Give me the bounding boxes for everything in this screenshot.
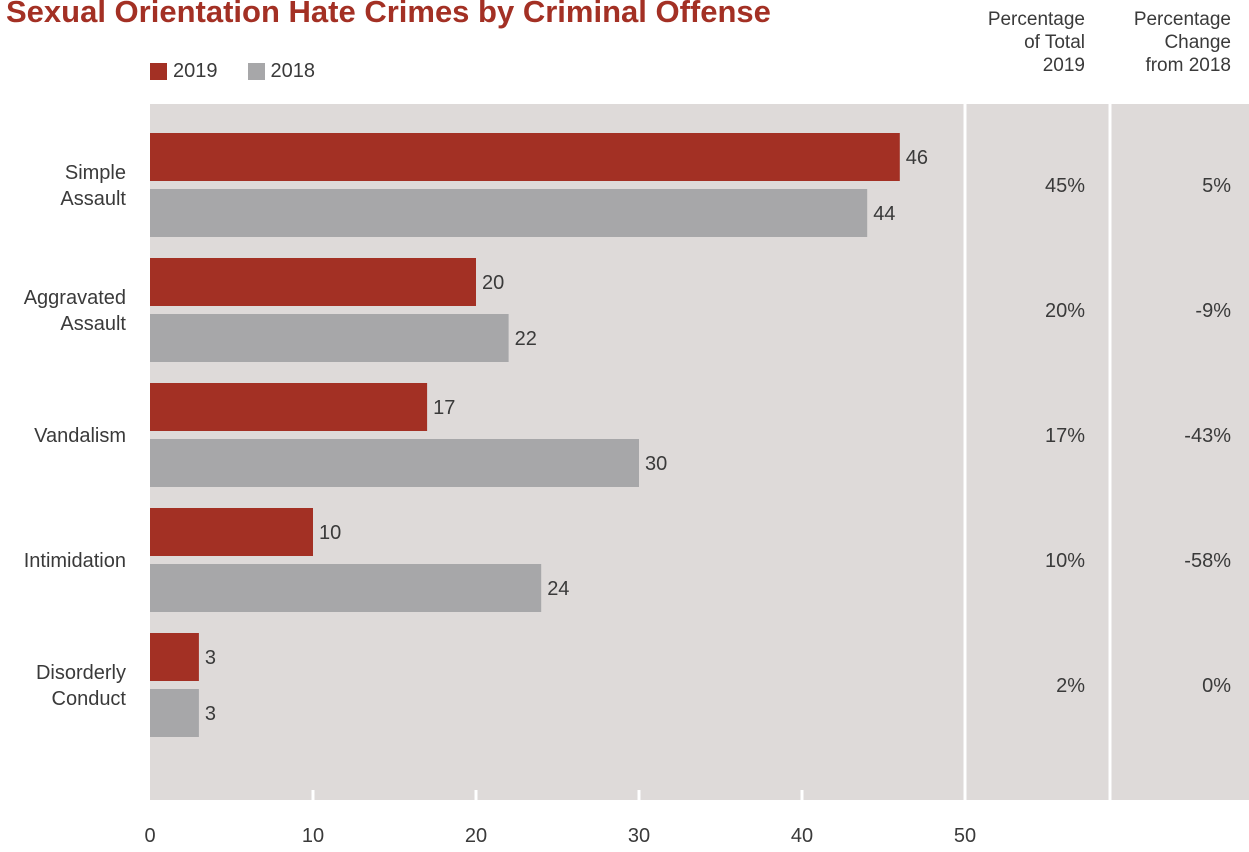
legend-swatch-2018 xyxy=(247,63,265,80)
legend-label-2019: 2019 xyxy=(173,60,218,82)
percentage-change-value: -58% xyxy=(1184,550,1231,572)
percentage-change-value: 0% xyxy=(1202,675,1231,697)
legend-item-2018: 2018 xyxy=(247,60,316,83)
percentage-of-total-value: 17% xyxy=(1045,425,1085,447)
legend-label-2018: 2018 xyxy=(270,60,316,82)
category-label: Aggravated Assault xyxy=(24,287,127,335)
bar-value-label: 20 xyxy=(482,272,504,294)
percentage-change-value: 5% xyxy=(1202,175,1231,197)
category-label: Vandalism xyxy=(34,425,126,447)
bar-2018 xyxy=(150,564,542,612)
category-label-line: Simple xyxy=(65,162,126,184)
category-label-line: Disorderly xyxy=(36,662,126,684)
bar-2018 xyxy=(150,314,509,362)
category-label-line: Assault xyxy=(60,188,126,210)
x-tick-label: 10 xyxy=(302,825,324,847)
bar-value-label: 24 xyxy=(547,578,569,600)
bar-value-label: 3 xyxy=(205,703,216,725)
x-tick-label: 30 xyxy=(628,825,650,847)
percentage-change-value: -9% xyxy=(1195,300,1231,322)
bar-value-label: 44 xyxy=(873,203,895,225)
percentage-of-total-value: 2% xyxy=(1056,675,1085,697)
percentage-change-value: -43% xyxy=(1184,425,1231,447)
bar-value-label: 30 xyxy=(645,453,667,475)
category-label: Intimidation xyxy=(24,550,126,572)
category-label-line: Aggravated xyxy=(24,287,126,309)
x-tick-label: 50 xyxy=(954,825,976,847)
bar-value-label: 3 xyxy=(205,647,216,669)
bar-2019 xyxy=(150,258,476,306)
bar-value-label: 46 xyxy=(906,147,928,169)
column-header-line: Percentage xyxy=(987,9,1085,30)
category-label-line: Intimidation xyxy=(24,550,126,572)
x-tick-label: 20 xyxy=(465,825,487,847)
bar-2018 xyxy=(150,189,868,237)
column-header-line: Percentage xyxy=(1133,9,1231,30)
column-header-line: Change xyxy=(1164,32,1231,53)
bar-2019 xyxy=(150,508,313,556)
bar-2019 xyxy=(150,133,900,181)
legend-item-2019: 2019 xyxy=(150,60,218,83)
column-header-percentage-change: Percentage Change from 2018 xyxy=(1081,8,1231,77)
bar-2019 xyxy=(150,633,199,681)
column-header-line: of Total xyxy=(1024,32,1085,53)
category-label-line: Vandalism xyxy=(34,425,126,447)
legend: 2019 2018 xyxy=(150,60,315,83)
column-header-line: 2019 xyxy=(1042,55,1085,76)
bar-value-label: 10 xyxy=(319,522,341,544)
x-tick-label: 0 xyxy=(144,825,155,847)
percentage-of-total-value: 45% xyxy=(1045,175,1085,197)
category-label: Simple Assault xyxy=(60,162,126,210)
bar-2018 xyxy=(150,439,639,487)
bar-2019 xyxy=(150,383,428,431)
percentage-of-total-value: 20% xyxy=(1045,300,1085,322)
category-label-line: Assault xyxy=(60,313,126,335)
legend-swatch-2019 xyxy=(150,63,167,80)
chart-title: Sexual Orientation Hate Crimes by Crimin… xyxy=(6,0,771,29)
column-header-line: from 2018 xyxy=(1145,55,1231,76)
bar-value-label: 22 xyxy=(515,328,537,350)
bar-value-label: 17 xyxy=(433,397,455,419)
percentage-of-total-value: 10% xyxy=(1045,550,1085,572)
category-label: Disorderly Conduct xyxy=(36,662,126,710)
column-header-percentage-of-total: Percentage of Total 2019 xyxy=(935,8,1085,77)
category-label-line: Conduct xyxy=(52,688,127,710)
bar-2018 xyxy=(150,689,199,737)
x-tick-label: 40 xyxy=(791,825,813,847)
